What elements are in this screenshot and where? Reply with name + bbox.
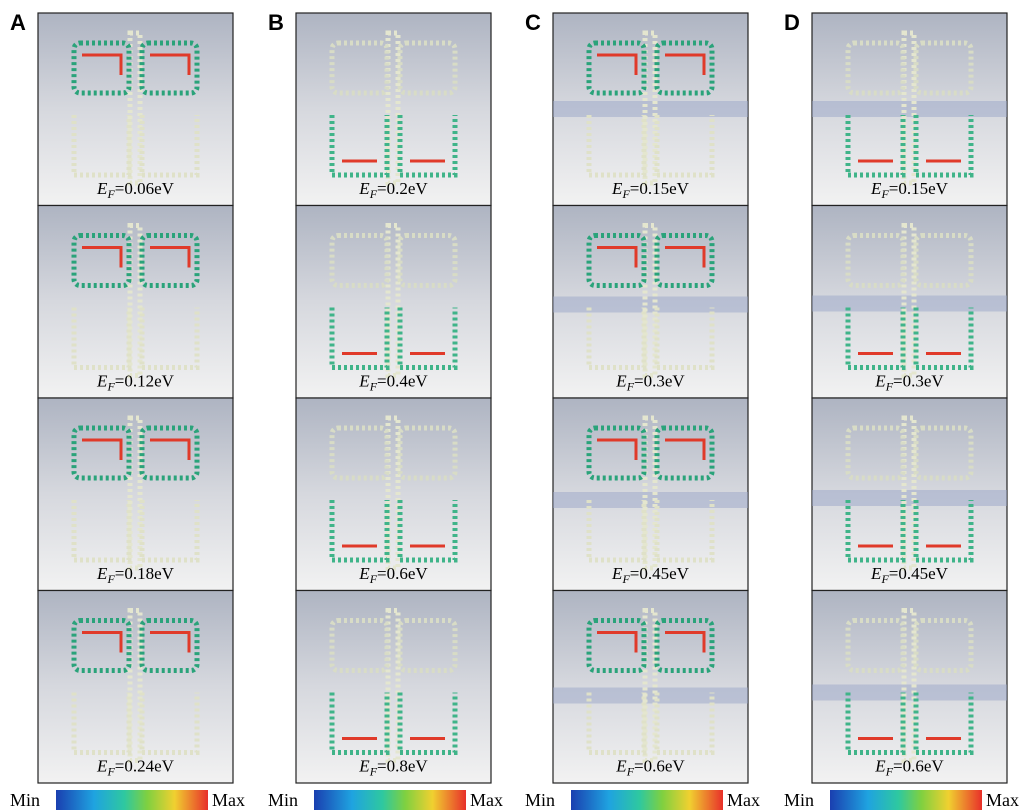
value: =0.15eV (630, 179, 690, 198)
panel-bg (38, 398, 233, 591)
symbol: E (611, 179, 623, 198)
figure: A EF=0.06eVEF=0.12eVEF=0.18eVEF=0.24eV Min… (0, 0, 1033, 812)
value: =0.6eV (377, 564, 428, 583)
panel: EF=0.15eV (812, 13, 1007, 206)
value: =0.3eV (634, 372, 685, 391)
graphene-strip (553, 492, 748, 508)
symbol: E (870, 564, 882, 583)
graphene-strip (812, 101, 1007, 117)
field-caption: EF=0.6eV (874, 757, 944, 779)
panel: EF=0.15eV (553, 13, 748, 206)
symbol: E (358, 372, 370, 391)
field-caption: EF=0.6eV (615, 757, 685, 779)
value: =0.15eV (889, 179, 949, 198)
colorbar-min: Min (10, 790, 40, 810)
panel: EF=0.4eV (296, 206, 491, 399)
value: =0.12eV (115, 372, 175, 391)
value: =0.2eV (377, 179, 428, 198)
colorbar-max: Max (727, 790, 760, 810)
colorbar-max: Max (470, 790, 503, 810)
value: =0.6eV (893, 757, 944, 776)
panel-label: D (784, 10, 800, 35)
colorbar (571, 790, 723, 810)
graphene-strip (812, 490, 1007, 506)
panel-bg (296, 398, 491, 591)
field-caption: EF=0.4eV (358, 372, 428, 394)
panel: EF=0.6eV (812, 591, 1007, 784)
field-caption: EF=0.6eV (358, 564, 428, 586)
field-caption: EF=0.8eV (358, 757, 428, 779)
panel-bg (38, 13, 233, 206)
graphene-strip (812, 685, 1007, 701)
symbol: E (96, 179, 108, 198)
panel-bg (296, 206, 491, 399)
symbol: E (96, 372, 108, 391)
symbol: E (96, 757, 108, 776)
panel: EF=0.8eV (296, 591, 491, 784)
graphene-strip (553, 297, 748, 313)
graphene-strip (553, 688, 748, 704)
graphene-strip (812, 296, 1007, 312)
symbol: E (358, 179, 370, 198)
panel: EF=0.24eV (38, 591, 233, 784)
panel: EF=0.3eV (553, 206, 748, 399)
panel: EF=0.6eV (296, 398, 491, 591)
value: =0.8eV (377, 757, 428, 776)
panel: EF=0.6eV (553, 591, 748, 784)
symbol: E (870, 179, 882, 198)
colorbar (56, 790, 208, 810)
panel: EF=0.45eV (812, 398, 1007, 591)
colorbar (830, 790, 982, 810)
panel-bg (38, 206, 233, 399)
panel-label: C (525, 10, 541, 35)
symbol: E (611, 564, 623, 583)
value: =0.45eV (630, 564, 690, 583)
symbol: E (615, 372, 627, 391)
colorbar-max: Max (986, 790, 1019, 810)
panel-bg (296, 13, 491, 206)
panel: EF=0.06eV (38, 13, 233, 206)
symbol: E (358, 757, 370, 776)
panel: EF=0.12eV (38, 206, 233, 399)
panel: EF=0.2eV (296, 13, 491, 206)
panel: EF=0.45eV (553, 398, 748, 591)
symbol: E (358, 564, 370, 583)
panel: EF=0.18eV (38, 398, 233, 591)
panel-bg (38, 591, 233, 784)
value: =0.6eV (634, 757, 685, 776)
panel: EF=0.3eV (812, 206, 1007, 399)
symbol: E (615, 757, 627, 776)
colorbar-min: Min (525, 790, 555, 810)
value: =0.4eV (377, 372, 428, 391)
panel-label: B (268, 10, 284, 35)
colorbar-min: Min (784, 790, 814, 810)
field-caption: EF=0.3eV (615, 372, 685, 394)
panel-label: A (10, 10, 26, 35)
symbol: E (874, 372, 886, 391)
field-caption: EF=0.2eV (358, 179, 428, 201)
value: =0.06eV (115, 179, 175, 198)
symbol: E (96, 564, 108, 583)
panel-bg (553, 591, 748, 784)
panel-bg (296, 591, 491, 784)
value: =0.24eV (115, 757, 175, 776)
colorbar-max: Max (212, 790, 245, 810)
value: =0.18eV (115, 564, 175, 583)
symbol: E (874, 757, 886, 776)
graphene-strip (553, 101, 748, 117)
value: =0.45eV (889, 564, 949, 583)
colorbar (314, 790, 466, 810)
field-caption: EF=0.3eV (874, 372, 944, 394)
colorbar-min: Min (268, 790, 298, 810)
value: =0.3eV (893, 372, 944, 391)
